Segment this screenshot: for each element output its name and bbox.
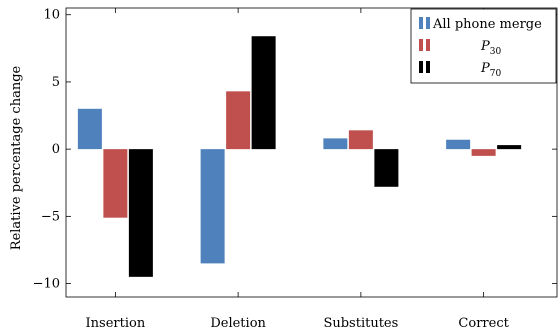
legend-label: P70 <box>480 61 501 79</box>
y-tick-label: 10 <box>43 8 60 23</box>
bar <box>374 149 399 187</box>
legend-label: P30 <box>480 39 501 57</box>
bar <box>103 149 128 218</box>
y-axis-label: Relative percentage change <box>9 65 24 250</box>
x-category-label: Correct <box>458 316 509 331</box>
y-tick-label: 5 <box>52 75 60 90</box>
bars-group <box>77 36 522 277</box>
bar <box>77 108 102 150</box>
y-tick-label: −10 <box>33 277 60 292</box>
x-category-label: Insertion <box>86 316 146 331</box>
bar <box>446 139 471 150</box>
axes-group: 10 5 0 −5 −10 Insertion Deletion Substitutes Cor… <box>33 7 558 331</box>
legend-label: All phone merge <box>432 17 542 32</box>
legend: All phone merge P30 P70 <box>410 8 557 84</box>
bar <box>471 149 496 156</box>
bar <box>348 130 373 150</box>
legend-swatch <box>419 61 423 73</box>
x-category-label: Substitutes <box>323 316 398 331</box>
bar <box>497 145 522 150</box>
legend-swatch <box>426 17 430 29</box>
y-tick-label: −5 <box>41 209 60 224</box>
bar <box>128 149 153 277</box>
bar <box>200 149 225 264</box>
bar <box>323 138 348 150</box>
legend-box <box>410 8 557 84</box>
plot-frame <box>65 7 558 298</box>
bar <box>226 91 251 150</box>
legend-swatch <box>419 17 423 29</box>
y-tick-label: 0 <box>52 142 60 157</box>
legend-swatch <box>426 39 430 51</box>
legend-swatch <box>426 61 430 73</box>
bar <box>251 36 276 150</box>
legend-swatch <box>419 39 423 51</box>
x-category-label: Deletion <box>210 316 266 331</box>
